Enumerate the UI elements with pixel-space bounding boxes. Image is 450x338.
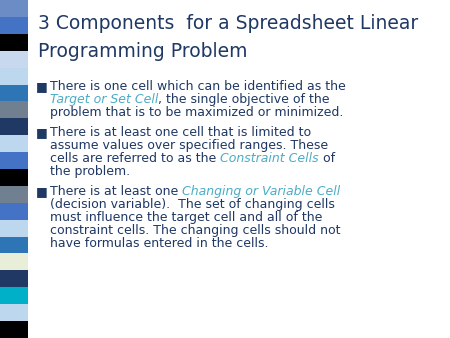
Text: 3 Components  for a Spreadsheet Linear: 3 Components for a Spreadsheet Linear (38, 14, 418, 33)
Text: There is at least one cell that is limited to: There is at least one cell that is limit… (50, 126, 311, 139)
Text: There is one cell which can be identified as the: There is one cell which can be identifie… (50, 80, 346, 93)
Bar (0, 186, 28, 203)
Bar (0, 321, 28, 338)
Text: the problem.: the problem. (50, 165, 130, 178)
Text: must influence the target cell and all of the: must influence the target cell and all o… (50, 211, 322, 224)
Bar (0, 135, 28, 152)
Bar (0, 237, 28, 254)
Text: Programming Problem: Programming Problem (38, 42, 248, 61)
Text: Constraint Cells: Constraint Cells (220, 152, 319, 165)
Bar (0, 270, 28, 287)
Text: of: of (319, 152, 335, 165)
Text: Target or Set Cell: Target or Set Cell (50, 93, 158, 106)
Bar (0, 287, 28, 304)
Text: ■: ■ (36, 126, 48, 139)
Text: , the single objective of the: , the single objective of the (158, 93, 330, 106)
Text: There is at least one: There is at least one (50, 185, 182, 198)
Text: cells are referred to as the: cells are referred to as the (50, 152, 220, 165)
Bar (0, 220, 28, 237)
Text: assume values over specified ranges. These: assume values over specified ranges. The… (50, 139, 328, 152)
Bar (0, 0, 28, 17)
Bar (0, 152, 28, 169)
Bar (0, 203, 28, 220)
Bar (0, 51, 28, 68)
Text: ■: ■ (36, 80, 48, 93)
Bar (0, 254, 28, 270)
Text: (decision variable).  The set of changing cells: (decision variable). The set of changing… (50, 198, 335, 211)
Bar (0, 34, 28, 51)
Bar (0, 101, 28, 118)
Text: Changing or Variable Cell: Changing or Variable Cell (182, 185, 341, 198)
Bar (0, 68, 28, 84)
Text: ■: ■ (36, 185, 48, 198)
Bar (0, 84, 28, 101)
Bar (0, 17, 28, 34)
Text: problem that is to be maximized or minimized.: problem that is to be maximized or minim… (50, 106, 343, 119)
Text: constraint cells. The changing cells should not: constraint cells. The changing cells sho… (50, 224, 341, 237)
Bar (0, 304, 28, 321)
Text: have formulas entered in the cells.: have formulas entered in the cells. (50, 237, 269, 250)
Bar (0, 118, 28, 135)
Bar (0, 169, 28, 186)
